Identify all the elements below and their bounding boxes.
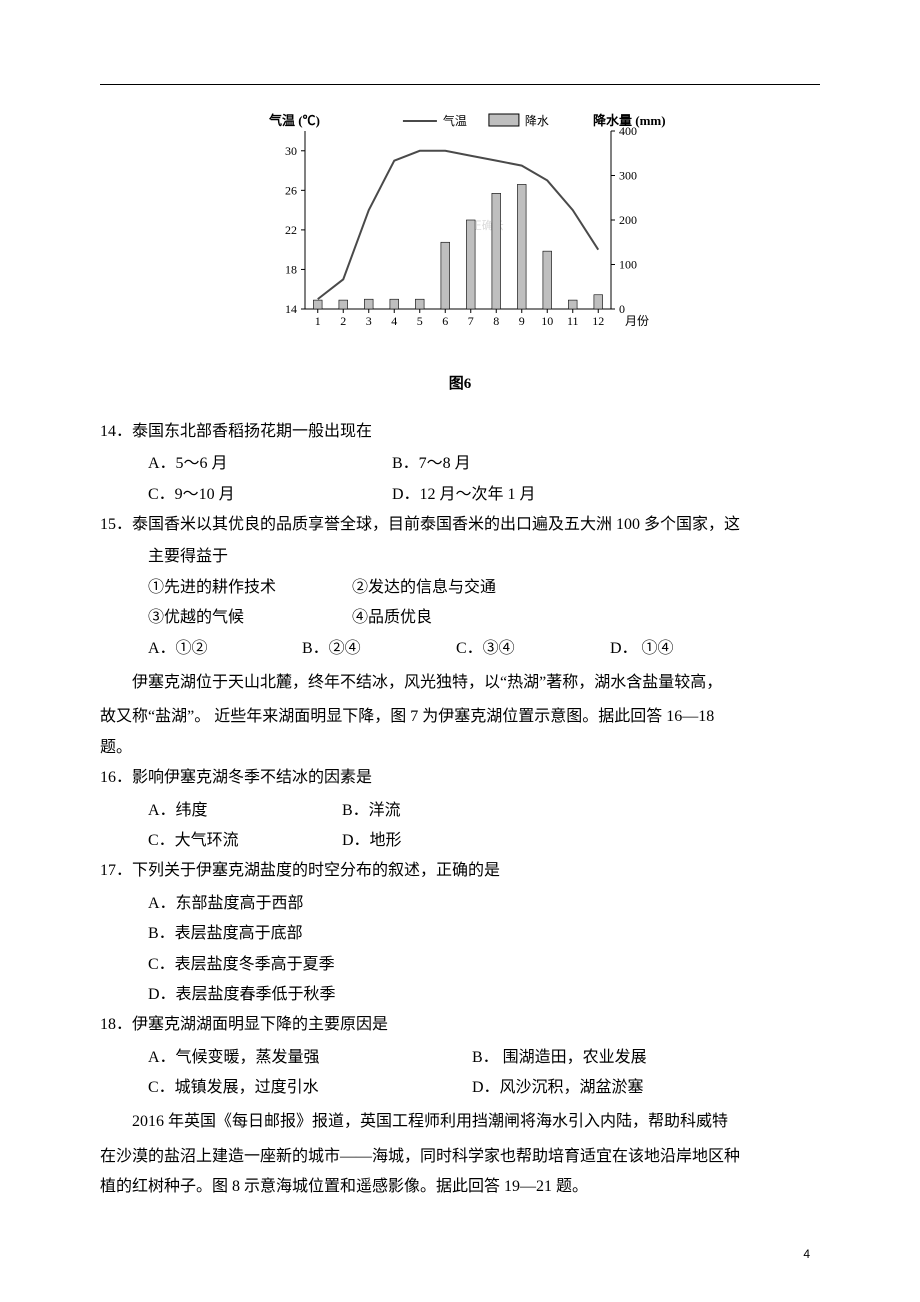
q14-A: A．5～6 月 (148, 449, 388, 479)
q15-B: B．②④ (302, 634, 452, 664)
q16-C: C．大气环流 (148, 826, 338, 856)
svg-text:22: 22 (285, 223, 297, 237)
svg-text:8: 8 (493, 314, 499, 328)
passage1-l3: 题。 (100, 733, 820, 763)
q18-B: B． 围湖造田，农业发展 (472, 1043, 647, 1073)
q18-num: 18． (100, 1016, 132, 1033)
q16-D: D．地形 (342, 826, 402, 856)
q15-stem: 泰国香米以其优良的品质享誉全球，目前泰国香米的出口遍及五大洲 100 多个国家，… (132, 516, 740, 533)
q15-sub2: ②发达的信息与交通 (352, 579, 496, 596)
svg-text:11: 11 (567, 314, 579, 328)
page-number: 4 (803, 1243, 810, 1266)
q16: 16．影响伊塞克湖冬季不结冰的因素是 (100, 763, 820, 793)
q15-D: D． ①④ (610, 634, 674, 664)
svg-text:4: 4 (391, 314, 397, 328)
q16-stem: 影响伊塞克湖冬季不结冰的因素是 (132, 769, 372, 786)
svg-text:9: 9 (519, 314, 525, 328)
q17: 17．下列关于伊塞克湖盐度的时空分布的叙述，正确的是 (100, 856, 820, 886)
q15-num: 15． (100, 516, 132, 533)
svg-text:100: 100 (619, 258, 637, 272)
q14: 14．泰国东北部香稻扬花期一般出现在 (100, 417, 820, 447)
q16-num: 16． (100, 769, 132, 786)
q16-options: A．纬度 B．洋流 C．大气环流 D．地形 (100, 796, 820, 857)
svg-text:6: 6 (442, 314, 448, 328)
svg-text:3: 3 (366, 314, 372, 328)
svg-text:300: 300 (619, 169, 637, 183)
climate-chart: 14182226300100200300400123456789101112月份… (100, 109, 820, 360)
q15-sub1: ①先进的耕作技术 (148, 573, 348, 603)
q17-options: A．东部盐度高于西部 B．表层盐度高于底部 C．表层盐度冬季高于夏季 D．表层盐… (100, 889, 820, 1011)
q18: 18．伊塞克湖湖面明显下降的主要原因是 (100, 1010, 820, 1040)
passage2-l1: 2016 年英国《每日邮报》报道，英国工程师利用挡潮闸将海水引入内陆，帮助科威特 (100, 1107, 820, 1137)
q14-C: C．9～10 月 (148, 480, 388, 510)
svg-text:降水: 降水 (525, 114, 549, 128)
svg-text:气温 (℃): 气温 (℃) (269, 113, 320, 128)
passage2-l3: 植的红树种子。图 8 示意海城位置和遥感影像。据此回答 19—21 题。 (100, 1172, 820, 1202)
svg-text:1: 1 (315, 314, 321, 328)
passage2-l2: 在沙漠的盐沼上建造一座新的城市——海城，同时科学家也帮助培育适宜在该地沿岸地区种 (100, 1142, 820, 1172)
q17-A: A．东部盐度高于西部 (148, 889, 820, 919)
svg-text:30: 30 (285, 144, 297, 158)
q17-num: 17． (100, 862, 132, 879)
q14-D: D．12 月～次年 1 月 (392, 480, 536, 510)
chart-caption: 图6 (100, 370, 820, 399)
svg-text:12: 12 (592, 314, 604, 328)
q15-C: C．③④ (456, 634, 606, 664)
q16-B: B．洋流 (342, 796, 401, 826)
q15-A: A．①② (148, 634, 298, 664)
q18-D: D．风沙沉积，湖盆淤塞 (472, 1073, 644, 1103)
q15-sub4: ④品质优良 (352, 609, 432, 626)
svg-text:气温: 气温 (443, 113, 467, 128)
q14-B: B．7～8 月 (392, 449, 471, 479)
q17-stem: 下列关于伊塞克湖盐度的时空分布的叙述，正确的是 (132, 862, 500, 879)
svg-text:10: 10 (541, 314, 553, 328)
q16-A: A．纬度 (148, 796, 338, 826)
svg-text:14: 14 (285, 302, 297, 316)
q15: 15．泰国香米以其优良的品质享誉全球，目前泰国香米的出口遍及五大洲 100 多个… (100, 510, 820, 540)
q14-options: A．5～6 月 B．7～8 月 C．9～10 月 D．12 月～次年 1 月 (100, 449, 820, 510)
passage1-l1: 伊塞克湖位于天山北麓，终年不结冰，风光独特，以“热湖”著称，湖水含盐量较高， (100, 668, 820, 698)
top-rule (100, 84, 820, 85)
climate-chart-svg: 14182226300100200300400123456789101112月份… (245, 109, 675, 349)
q17-D: D．表层盐度春季低于秋季 (148, 980, 820, 1010)
q15-options: A．①② B．②④ C．③④ D． ①④ (100, 634, 820, 664)
svg-text:18: 18 (285, 262, 297, 276)
q14-stem: 泰国东北部香稻扬花期一般出现在 (132, 423, 372, 440)
svg-text:7: 7 (468, 314, 474, 328)
svg-text:降水量 (mm): 降水量 (mm) (593, 113, 666, 128)
q15-subopts: ①先进的耕作技术 ②发达的信息与交通 ③优越的气候 ④品质优良 (100, 573, 820, 634)
q18-A: A．气候变暖，蒸发量强 (148, 1043, 468, 1073)
q18-stem: 伊塞克湖湖面明显下降的主要原因是 (132, 1016, 388, 1033)
q17-C: C．表层盐度冬季高于夏季 (148, 950, 820, 980)
svg-text:26: 26 (285, 183, 297, 197)
q18-C: C．城镇发展，过度引水 (148, 1073, 468, 1103)
svg-text:月份: 月份 (625, 314, 649, 328)
q14-num: 14． (100, 423, 132, 440)
svg-text:2: 2 (340, 314, 346, 328)
q17-B: B．表层盐度高于底部 (148, 919, 820, 949)
svg-text:200: 200 (619, 213, 637, 227)
svg-text:5: 5 (417, 314, 423, 328)
q15-stem2: 主要得益于 (100, 542, 820, 572)
q15-sub3: ③优越的气候 (148, 603, 348, 633)
passage1-l2: 故又称“盐湖”。 近些年来湖面明显下降，图 7 为伊塞克湖位置示意图。据此回答 … (100, 702, 820, 732)
q18-options: A．气候变暖，蒸发量强 B． 围湖造田，农业发展 C．城镇发展，过度引水 D．风… (100, 1043, 820, 1104)
